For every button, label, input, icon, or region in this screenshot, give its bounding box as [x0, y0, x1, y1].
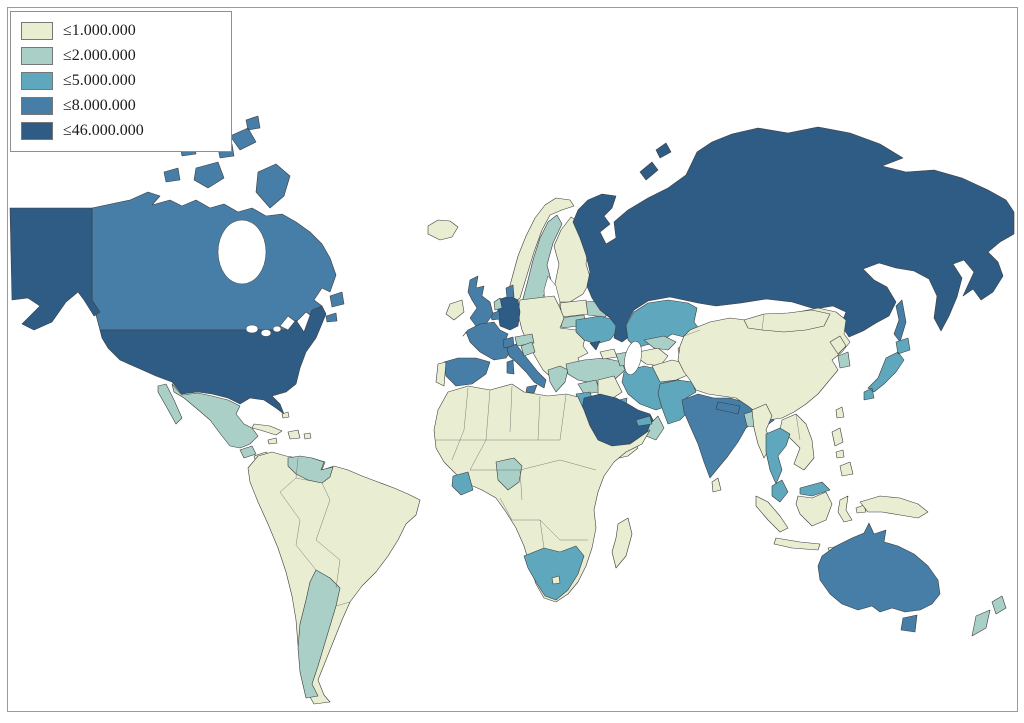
country-nepal — [715, 401, 741, 415]
islands-bahamas — [281, 411, 290, 419]
great-lakes — [272, 325, 282, 333]
continent-africa — [433, 383, 651, 603]
islands-novaya-zemlya — [639, 142, 672, 181]
countries-uae-qatar — [635, 415, 653, 427]
country-malaysia — [771, 479, 831, 503]
country-ukraine — [575, 315, 619, 345]
island-jamaica — [267, 437, 278, 445]
island-hispaniola — [287, 429, 301, 440]
country-iraq — [597, 375, 623, 401]
country-croatia — [520, 341, 536, 357]
countries-estonia-latvia — [559, 299, 589, 318]
canada-arctic-islands — [163, 115, 291, 209]
country-north-korea — [829, 335, 847, 355]
country-japan — [863, 337, 911, 401]
legend-row: ≤5.000.000 — [21, 71, 219, 90]
island-new-guinea — [859, 495, 929, 519]
country-denmark — [505, 284, 515, 299]
legend-row: ≤1.000.000 — [21, 21, 219, 40]
country-netherlands — [493, 297, 503, 311]
country-guatemala — [239, 445, 257, 459]
legend-row: ≤46.000.000 — [21, 121, 219, 140]
legend-label-4: ≤8.000.000 — [63, 97, 136, 114]
country-georgia — [599, 348, 618, 360]
country-greece — [547, 365, 569, 393]
hudson-bay — [217, 219, 267, 285]
country-ivory-coast — [451, 471, 474, 496]
country-russia — [572, 126, 1015, 343]
country-argentina — [297, 569, 341, 699]
legend-swatch-1 — [21, 21, 53, 40]
country-mexico — [171, 383, 259, 449]
legend-swatch-2 — [21, 46, 53, 65]
legend-swatch-3 — [21, 71, 53, 90]
island-nova-scotia — [325, 312, 338, 323]
country-thailand — [765, 427, 791, 485]
country-ireland — [445, 299, 465, 321]
island-tasmania — [900, 614, 918, 633]
baja-california — [157, 383, 183, 425]
legend-row: ≤2.000.000 — [21, 46, 219, 65]
island-sicily — [525, 384, 538, 394]
country-italy — [506, 343, 547, 389]
great-lakes — [260, 329, 272, 337]
country-iceland — [427, 219, 459, 241]
country-lesotho — [551, 575, 561, 585]
country-uk — [467, 275, 494, 327]
country-spain — [443, 357, 491, 387]
country-venezuela — [287, 455, 334, 484]
country-portugal — [435, 361, 447, 387]
crimea — [589, 340, 601, 351]
country-australia — [817, 522, 941, 613]
island-sakhalin — [893, 299, 907, 343]
country-uzbekistan — [643, 335, 677, 351]
island-taiwan — [835, 406, 845, 419]
legend-label-3: ≤5.000.000 — [63, 72, 136, 89]
country-alaska — [9, 207, 101, 331]
country-borders — [279, 313, 801, 607]
island-sardinia — [506, 359, 515, 375]
country-south-korea — [837, 351, 851, 369]
country-philippines — [831, 427, 854, 477]
legend-row: ≤8.000.000 — [21, 96, 219, 115]
island-newfoundland — [329, 291, 345, 308]
country-sri-lanka — [711, 477, 722, 493]
country-new-zealand — [971, 595, 1007, 637]
island-cuba — [251, 423, 283, 436]
legend-label-5: ≤46.000.000 — [63, 122, 144, 139]
country-mongolia — [743, 309, 831, 333]
island-puerto-rico — [303, 432, 312, 440]
great-lakes — [245, 324, 259, 334]
continent-south-america — [247, 451, 421, 705]
legend-label-2: ≤2.000.000 — [63, 47, 136, 64]
map-legend: ≤1.000.000 ≤2.000.000 ≤5.000.000 ≤8.000.… — [10, 11, 232, 152]
legend-swatch-5 — [21, 121, 53, 140]
country-south-africa — [523, 545, 585, 601]
legend-swatch-4 — [21, 96, 53, 115]
country-indonesia — [755, 491, 867, 554]
legend-label-1: ≤1.000.000 — [63, 22, 136, 39]
caspian-sea — [624, 341, 642, 375]
country-nigeria — [495, 457, 523, 491]
country-canada — [91, 191, 337, 331]
country-norway — [505, 197, 575, 305]
